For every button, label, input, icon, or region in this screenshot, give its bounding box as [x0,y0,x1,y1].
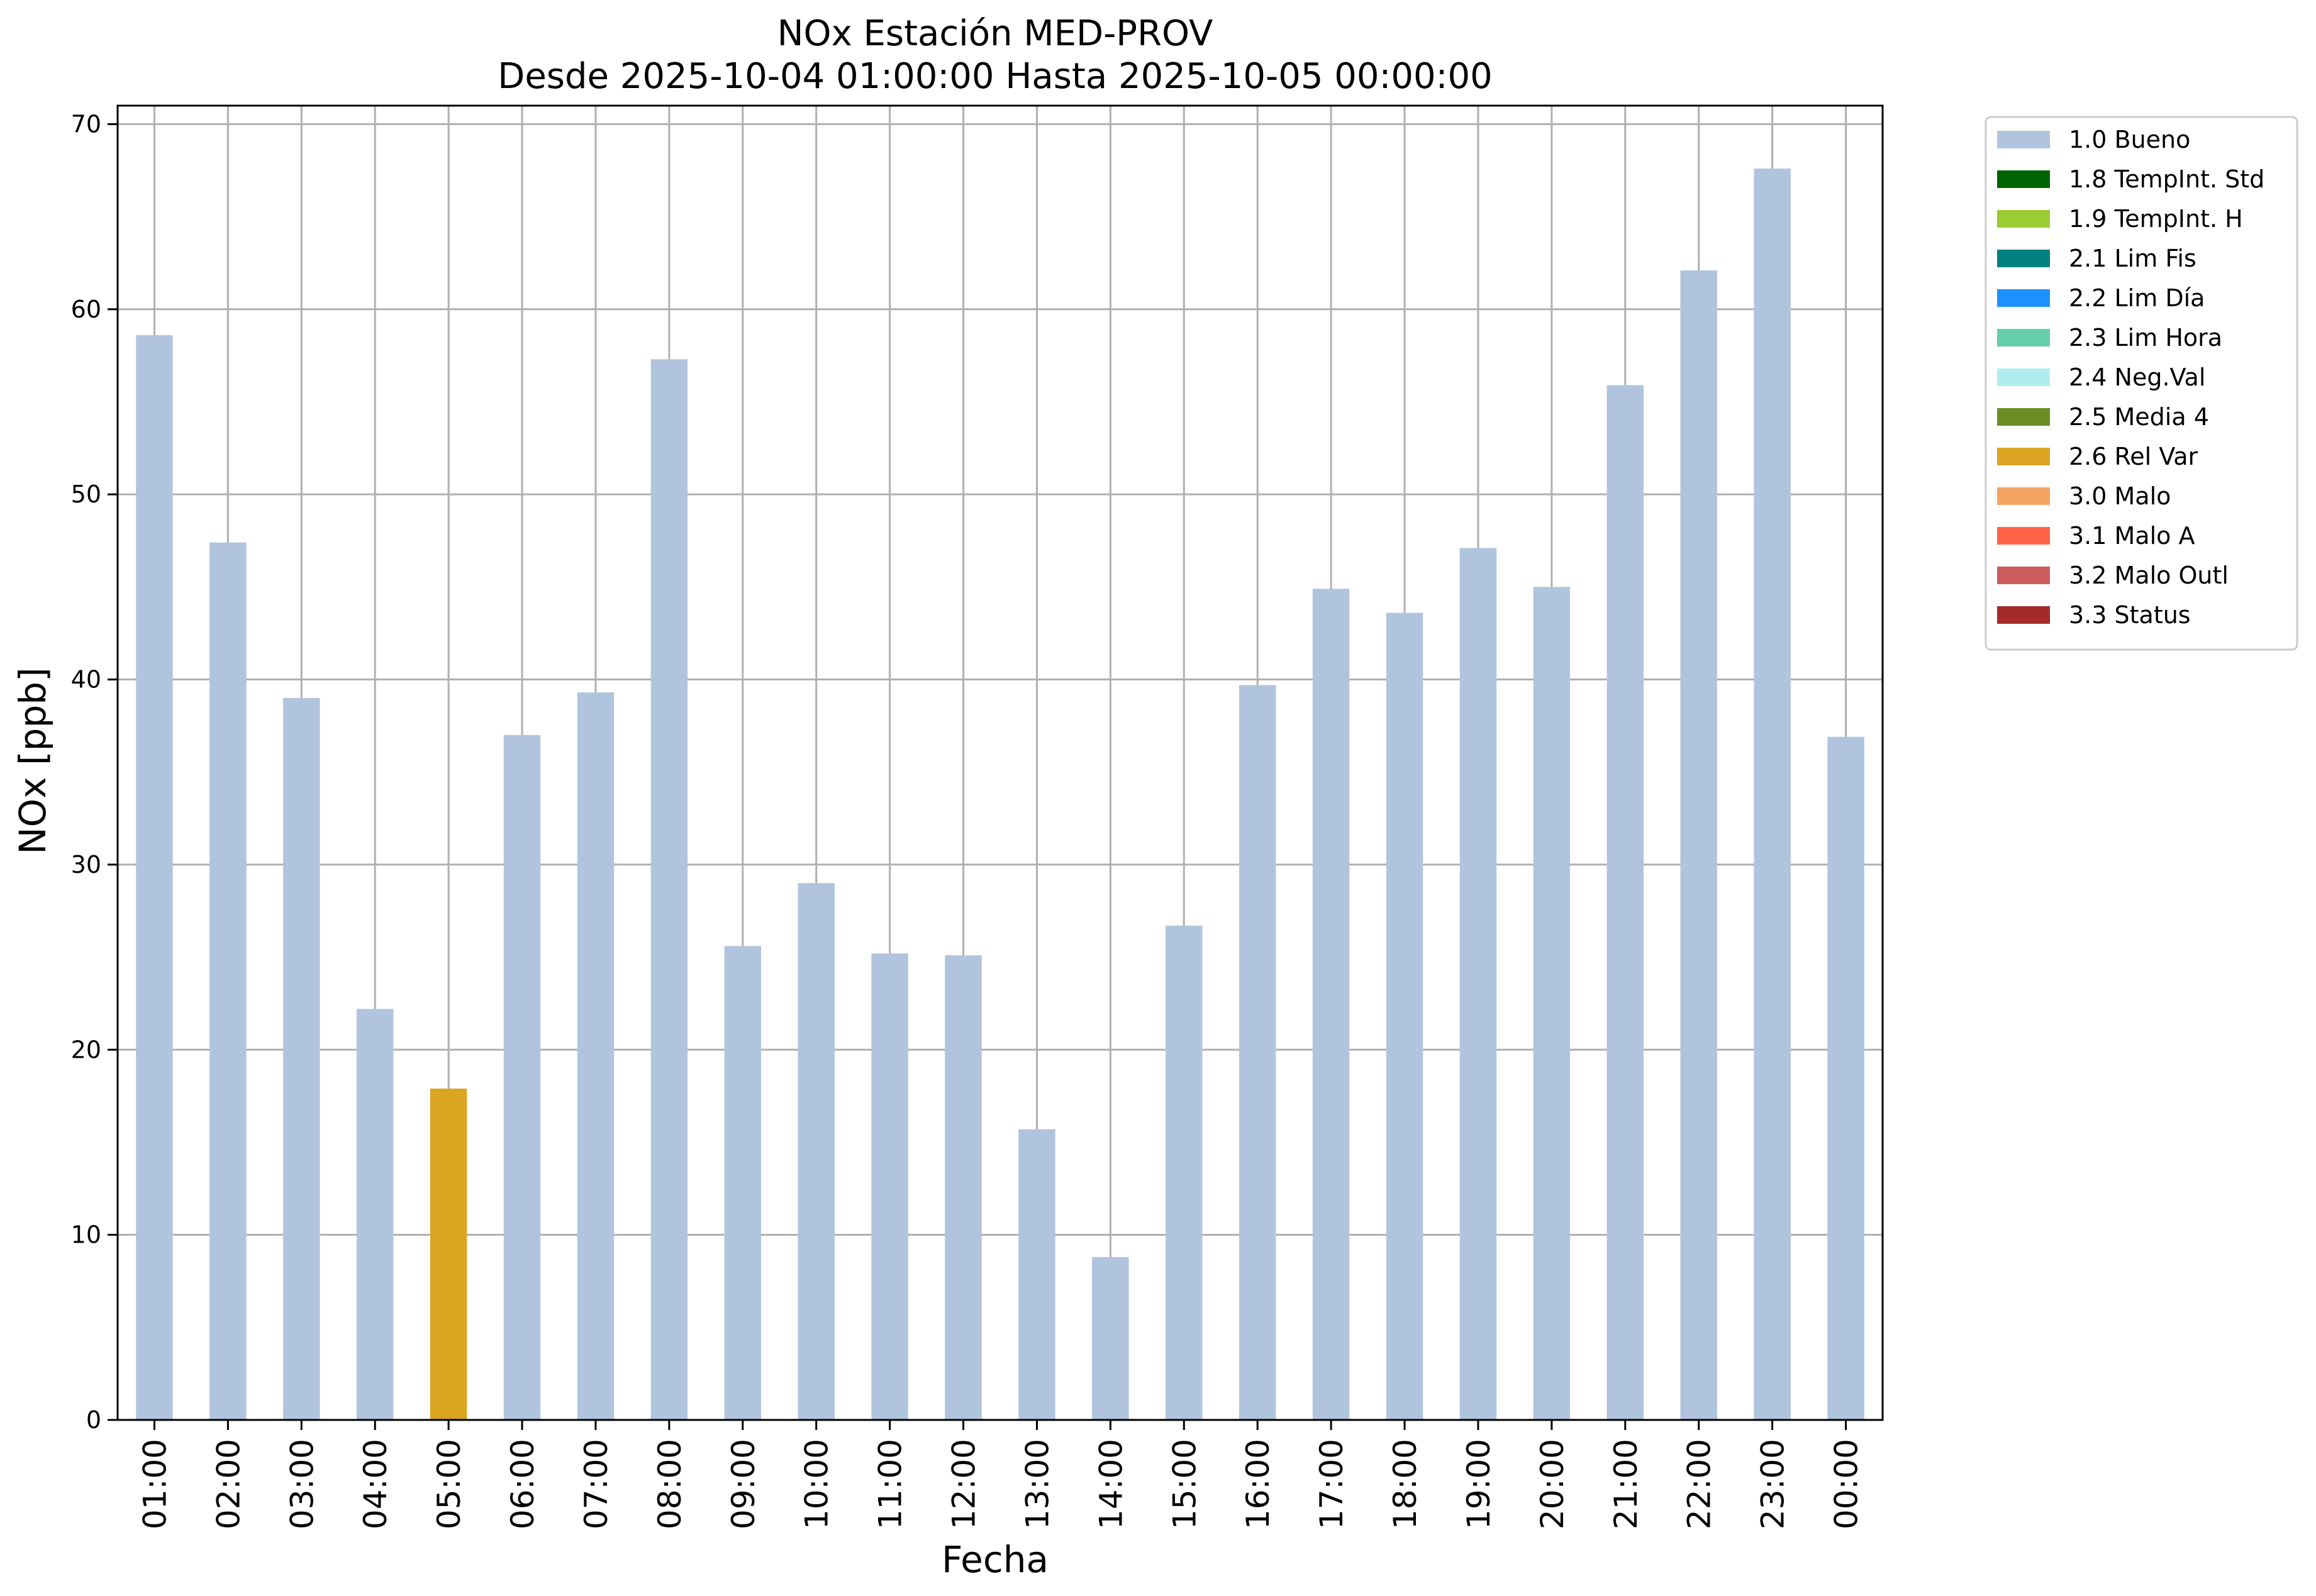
x-tick-label: 11:00 [872,1439,909,1529]
legend-swatch [1997,606,2050,624]
y-axis: 0 10 20 30 40 50 60 70 [71,110,118,1434]
chart-title: NOx Estación MED-PROV [777,13,1213,54]
bar-08:00 [650,359,688,1420]
y-axis-label: NOx [ppb] [11,667,54,855]
bar-10:00 [798,883,835,1420]
bar-01:00 [136,335,173,1420]
y-tick-label: 60 [71,296,101,323]
bar-18:00 [1386,612,1423,1420]
y-tick-label: 70 [71,110,101,138]
legend-swatch [1997,329,2050,346]
x-tick-label: 10:00 [799,1439,835,1529]
y-tick-label: 20 [71,1036,101,1063]
x-tick-label: 04:00 [357,1439,394,1529]
bar-14:00 [1092,1256,1129,1420]
x-tick-label: 07:00 [578,1439,615,1529]
x-tick-label: 16:00 [1240,1439,1276,1529]
x-tick-label: 01:00 [136,1439,173,1529]
x-tick-label: 05:00 [431,1439,467,1529]
bar-09:00 [724,946,762,1420]
legend-label: 2.2 Lim Día [2069,284,2205,312]
bar-03:00 [283,697,320,1420]
bar-layer [136,169,1864,1421]
x-tick-label: 09:00 [725,1439,762,1529]
legend-swatch [1997,408,2050,426]
x-axis-label: Fecha [942,1538,1049,1581]
x-tick-label: 02:00 [210,1439,247,1529]
legend-swatch [1997,487,2050,505]
x-tick-label: 23:00 [1755,1439,1791,1529]
y-tick-label: 40 [71,666,101,694]
x-tick-label: 03:00 [284,1439,320,1529]
bar-12:00 [945,955,982,1420]
bar-11:00 [871,953,908,1420]
x-tick-label: 21:00 [1608,1439,1644,1529]
legend-swatch [1997,369,2050,386]
bar-22:00 [1680,270,1717,1421]
y-tick-label: 30 [71,851,101,878]
x-tick-label: 15:00 [1166,1439,1203,1529]
legend-swatch [1997,289,2050,307]
plot-frame [116,104,1884,1421]
bar-19:00 [1459,548,1497,1421]
legend-label: 1.0 Bueno [2069,126,2190,153]
legend-box [1985,116,2298,651]
bar-23:00 [1754,169,1791,1421]
x-tick-label: 08:00 [652,1439,688,1529]
legend-label: 1.9 TempInt. H [2069,205,2243,233]
y-tick-label: 50 [71,480,101,508]
x-tick-label: 18:00 [1387,1439,1423,1529]
x-tick-label: 06:00 [504,1439,541,1529]
x-tick-label: 22:00 [1681,1439,1718,1529]
legend-label: 2.1 Lim Fis [2069,245,2196,272]
legend-label: 3.0 Malo [2069,482,2171,510]
x-tick-label: 19:00 [1461,1439,1497,1529]
legend-swatch [1997,527,2050,545]
x-tick-label: 20:00 [1534,1439,1571,1529]
chart-subtitle: Desde 2025-10-04 01:00:00 Hasta 2025-10-… [498,56,1493,97]
legend-swatch [1997,131,2050,148]
bar-07:00 [577,692,615,1420]
bar-00:00 [1827,736,1864,1420]
x-tick-label: 17:00 [1313,1439,1350,1529]
bar-21:00 [1606,385,1644,1421]
legend-swatch [1997,170,2050,188]
legend-label: 2.3 Lim Hora [2069,324,2222,352]
legend-label: 3.2 Malo Outl [2069,562,2229,589]
bar-05:00 [430,1089,467,1420]
bar-16:00 [1239,685,1276,1420]
legend-swatch [1997,210,2050,228]
x-tick-label: 12:00 [946,1439,983,1529]
bar-02:00 [209,542,247,1420]
legend-label: 3.3 Status [2069,601,2191,629]
legend-label: 2.4 Neg.Val [2069,363,2205,391]
x-axis: 01:00 02:00 03:00 04:00 05:00 06:00 07:00 08:00… [136,1420,1865,1529]
y-tick-label: 0 [86,1406,101,1434]
bar-17:00 [1312,589,1350,1420]
legend-label: 3.1 Malo A [2069,522,2195,550]
legend-swatch [1997,567,2050,584]
bar-13:00 [1018,1129,1055,1420]
bar-15:00 [1166,926,1203,1420]
bar-06:00 [503,734,541,1420]
bar-04:00 [356,1009,394,1420]
x-tick-label: 14:00 [1093,1439,1129,1529]
legend-swatch [1997,250,2050,267]
legend: 1.0 Bueno 1.8 TempInt. Std 1.9 TempInt. H 2… [1985,116,2298,651]
legend-label: 2.5 Media 4 [2069,403,2209,431]
legend-swatch [1997,448,2050,465]
legend-label: 2.6 Rel Var [2069,443,2198,470]
y-tick-label: 10 [71,1221,101,1249]
legend-label: 1.8 TempInt. Std [2069,165,2264,193]
bar-20:00 [1533,587,1571,1421]
x-tick-label: 00:00 [1829,1439,1865,1529]
x-tick-label: 13:00 [1019,1439,1055,1529]
